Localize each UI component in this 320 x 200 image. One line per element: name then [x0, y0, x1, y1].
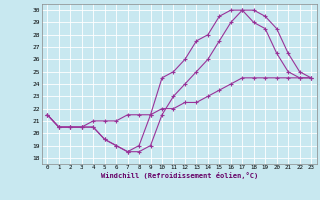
X-axis label: Windchill (Refroidissement éolien,°C): Windchill (Refroidissement éolien,°C)	[100, 172, 258, 179]
